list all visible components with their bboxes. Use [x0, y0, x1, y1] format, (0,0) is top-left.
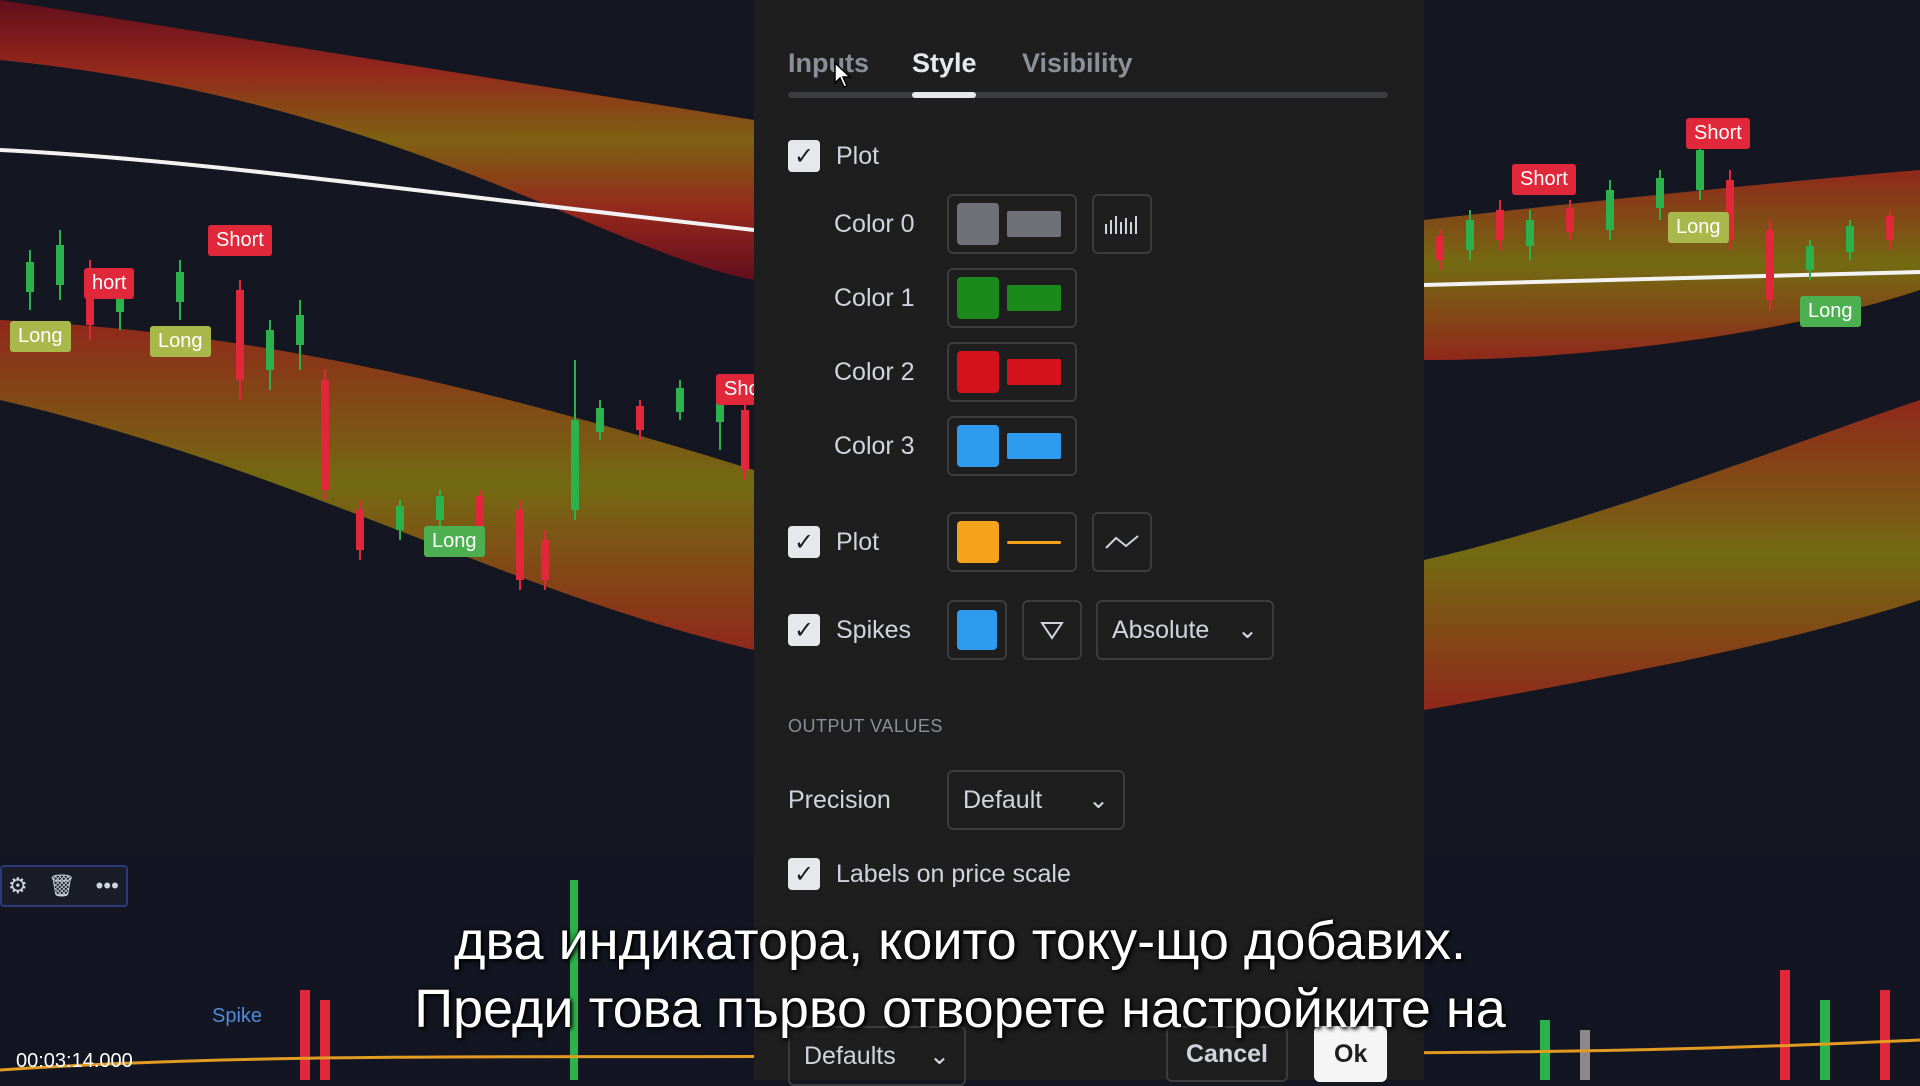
labels-on-price-scale-checkbox[interactable]: ✓	[788, 858, 820, 890]
signal-long-label: Long	[1668, 212, 1729, 243]
chevron-down-icon: ⌄	[1088, 786, 1109, 814]
spikes-label: Spikes	[836, 615, 912, 644]
cancel-button[interactable]: Cancel	[1166, 1026, 1288, 1082]
color1-square	[957, 277, 999, 319]
plot2-row: ✓ Plot	[788, 526, 879, 558]
tab-visibility[interactable]: Visibility	[1022, 48, 1133, 78]
signal-short-label: hort	[84, 268, 135, 299]
precision-label: Precision	[788, 786, 891, 814]
spikes-mode-select[interactable]: Absolute ⌄	[1096, 600, 1274, 660]
plot1-label: Plot	[836, 141, 880, 170]
precision-select[interactable]: Default ⌄	[947, 770, 1125, 830]
settings-icon[interactable]: ⚙	[8, 873, 28, 898]
tab-active-indicator	[912, 92, 976, 98]
color2-label: Color 2	[834, 358, 915, 386]
color0-swatch[interactable]	[947, 194, 1077, 254]
video-timestamp: 00:03:14.000	[16, 1050, 133, 1072]
tab-style[interactable]: Style	[912, 48, 977, 78]
color2-swatch[interactable]	[947, 342, 1077, 402]
color1-label: Color 1	[834, 284, 915, 312]
labels-on-price-scale-row: ✓ Labels on price scale	[788, 858, 1071, 890]
spike-indicator-label: Spike	[212, 1005, 263, 1027]
tab-inputs[interactable]: Inputs	[788, 48, 869, 78]
color2-preview	[1007, 359, 1061, 385]
spikes-color-swatch[interactable]	[947, 600, 1007, 660]
precision-value: Default	[963, 785, 1043, 814]
color3-square	[957, 425, 999, 467]
color2-square	[957, 351, 999, 393]
tabs-underline	[788, 92, 1388, 98]
plot2-color-swatch[interactable]	[947, 512, 1077, 572]
chevron-down-icon: ⌄	[1237, 616, 1258, 644]
indicator-settings-dialog: Inputs Style Visibility ✓ Plot Color 0 C…	[754, 0, 1424, 1086]
signal-long-label: Long	[10, 321, 71, 352]
signal-long-label: Long	[1800, 296, 1861, 327]
plot2-label: Plot	[836, 527, 880, 556]
trash-icon[interactable]: 🗑	[47, 873, 76, 898]
more-icon[interactable]: •••	[95, 873, 119, 898]
spikes-square	[957, 610, 997, 650]
color1-swatch[interactable]	[947, 268, 1077, 328]
spikes-mode-value: Absolute	[1112, 615, 1210, 644]
color1-preview	[1007, 285, 1061, 311]
signal-short-label: Short	[208, 225, 272, 256]
subtitle-line-1: два индикатора, които току-що добавих.	[453, 911, 1467, 971]
plot1-row: ✓ Plot	[788, 140, 879, 172]
ok-button[interactable]: Ok	[1314, 1026, 1388, 1082]
spikes-row: ✓ Spikes	[788, 614, 911, 646]
dialog-tabs: Inputs Style Visibility	[788, 48, 1388, 102]
line-style-icon[interactable]	[1092, 512, 1152, 572]
triangle-down-icon[interactable]	[1022, 600, 1082, 660]
color0-preview	[1007, 211, 1061, 237]
output-values-title: OUTPUT VALUES	[788, 716, 943, 736]
color3-swatch[interactable]	[947, 416, 1077, 476]
signal-short-label: Short	[1512, 164, 1576, 195]
plot2-checkbox[interactable]: ✓	[788, 526, 820, 558]
labels-on-price-scale-label: Labels on price scale	[836, 859, 1071, 888]
signal-long-label: Long	[150, 326, 211, 357]
color0-square	[957, 203, 999, 245]
spikes-checkbox[interactable]: ✓	[788, 614, 820, 646]
signal-long-label: Long	[424, 526, 485, 557]
plot1-checkbox[interactable]: ✓	[788, 140, 820, 172]
indicator-toolbar: ⚙ 🗑 •••	[0, 865, 128, 907]
histogram-style-icon[interactable]	[1092, 194, 1152, 254]
plot2-line-preview	[1007, 540, 1061, 544]
plot2-square	[957, 521, 999, 563]
signal-short-label: Short	[1686, 118, 1750, 149]
color3-label: Color 3	[834, 432, 915, 460]
defaults-label: Defaults	[804, 1041, 896, 1070]
color3-preview	[1007, 433, 1061, 459]
color0-label: Color 0	[834, 210, 915, 238]
chevron-down-icon: ⌄	[929, 1042, 950, 1070]
mouse-cursor-icon	[834, 62, 852, 88]
subtitle-line-2: Преди това първо отворете настройките на	[414, 979, 1506, 1039]
